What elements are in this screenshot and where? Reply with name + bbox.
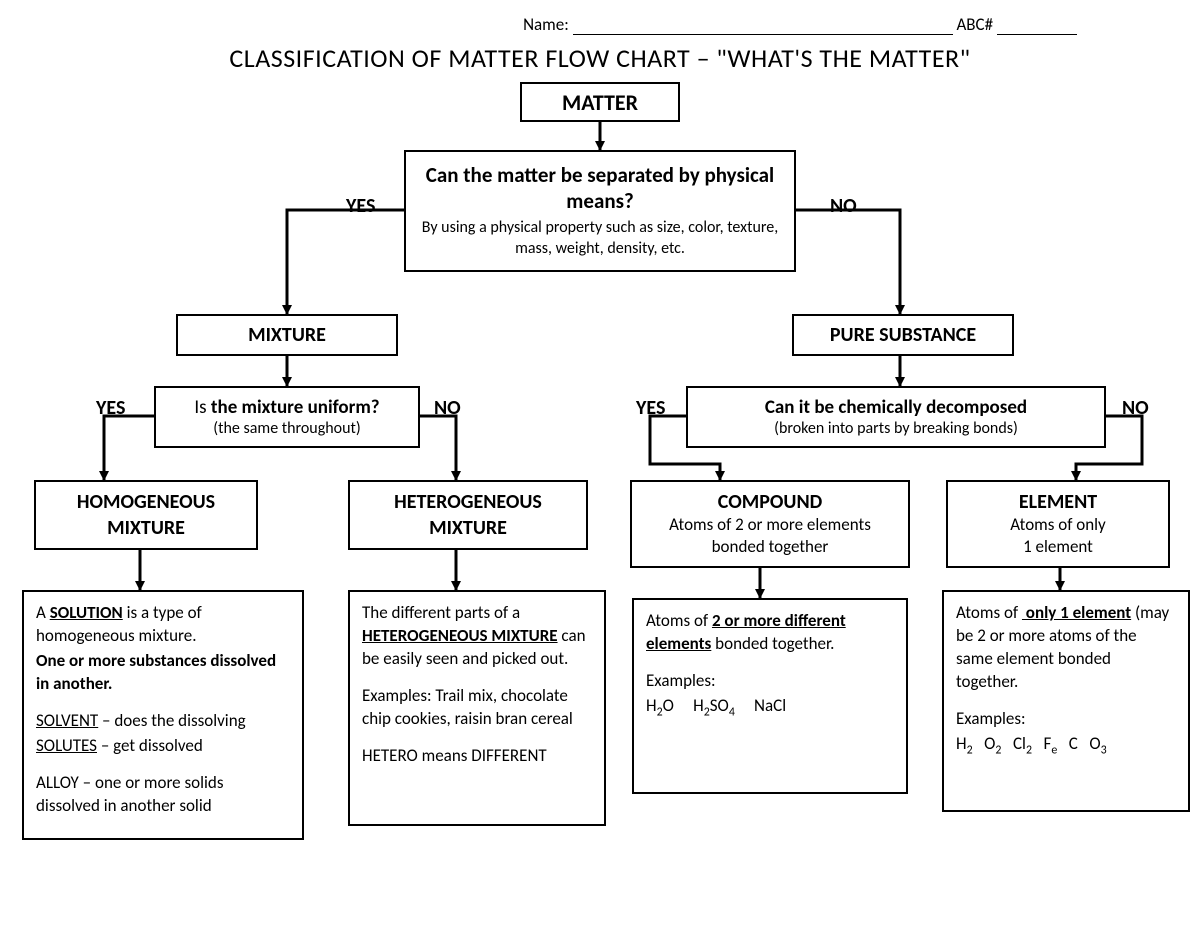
edge-label-no-8: NO: [1122, 396, 1149, 420]
node-pure-box: PURE SUBSTANCE: [792, 314, 1014, 356]
node-element-title: ELEMENT: [1019, 490, 1097, 514]
node-compound-title: COMPOUND: [718, 490, 822, 514]
node-mixture-box: MIXTURE: [176, 314, 398, 356]
q2-subtitle: (the same throughout): [213, 419, 360, 438]
q1-subtitle: By using a physical property such as siz…: [416, 218, 784, 260]
node-hetero-box: HETEROGENEOUSMIXTURE: [348, 480, 588, 550]
node-hetero: HETEROGENEOUSMIXTURE: [394, 489, 542, 541]
node-homo: HOMOGENEOUSMIXTURE: [77, 489, 215, 541]
node-mixture: MIXTURE: [248, 323, 326, 347]
edge-label-yes-7: YES: [636, 396, 665, 420]
edge-2: [796, 210, 900, 314]
node-element-box: ELEMENTAtoms of only1 element: [946, 480, 1170, 568]
edge-label-no-2: NO: [830, 194, 857, 218]
abc-blank-line: [997, 18, 1077, 35]
q1-title: Can the matter be separated by physical …: [416, 162, 784, 215]
abc-label: ABC#: [956, 14, 993, 35]
info-heterogeneous: The different parts of a HETEROGENEOUS M…: [348, 590, 606, 826]
node-q2: Is the mixture uniform?(the same through…: [154, 386, 420, 448]
worksheet-header: Name: ABC#: [0, 14, 1200, 35]
edge-6: [420, 416, 456, 480]
name-blank-line: [573, 18, 953, 35]
node-q1: Can the matter be separated by physical …: [404, 150, 796, 272]
name-label: Name:: [523, 14, 569, 35]
q2-title: Is the mixture uniform?: [194, 396, 379, 419]
node-q3: Can it be chemically decomposed(broken i…: [686, 386, 1106, 448]
node-pure: PURE SUBSTANCE: [830, 323, 976, 347]
q3-subtitle: (broken into parts by breaking bonds): [774, 419, 1018, 438]
q3-title: Can it be chemically decomposed: [765, 396, 1027, 419]
edge-1: [287, 210, 404, 314]
info-compound: Atoms of 2 or more different elements bo…: [632, 598, 908, 794]
node-compound-sub: Atoms of 2 or more elements bonded toget…: [642, 514, 898, 558]
node-element-sub: Atoms of only1 element: [1010, 514, 1105, 558]
node-compound-box: COMPOUNDAtoms of 2 or more elements bond…: [630, 480, 910, 568]
info-homogeneous: A SOLUTION is a type of homogeneous mixt…: [22, 590, 304, 840]
edge-label-no-6: NO: [434, 396, 461, 420]
node-homo-box: HOMOGENEOUSMIXTURE: [34, 480, 258, 550]
page-title: CLASSIFICATION OF MATTER FLOW CHART – "W…: [0, 42, 1200, 74]
info-element: Atoms of only 1 element (may be 2 or mor…: [942, 590, 1190, 812]
edge-5: [104, 416, 154, 480]
edge-label-yes-1: YES: [346, 194, 375, 218]
node-matter: MATTER: [562, 89, 638, 116]
edge-label-yes-5: YES: [96, 396, 125, 420]
node-matter-box: MATTER: [520, 82, 680, 122]
